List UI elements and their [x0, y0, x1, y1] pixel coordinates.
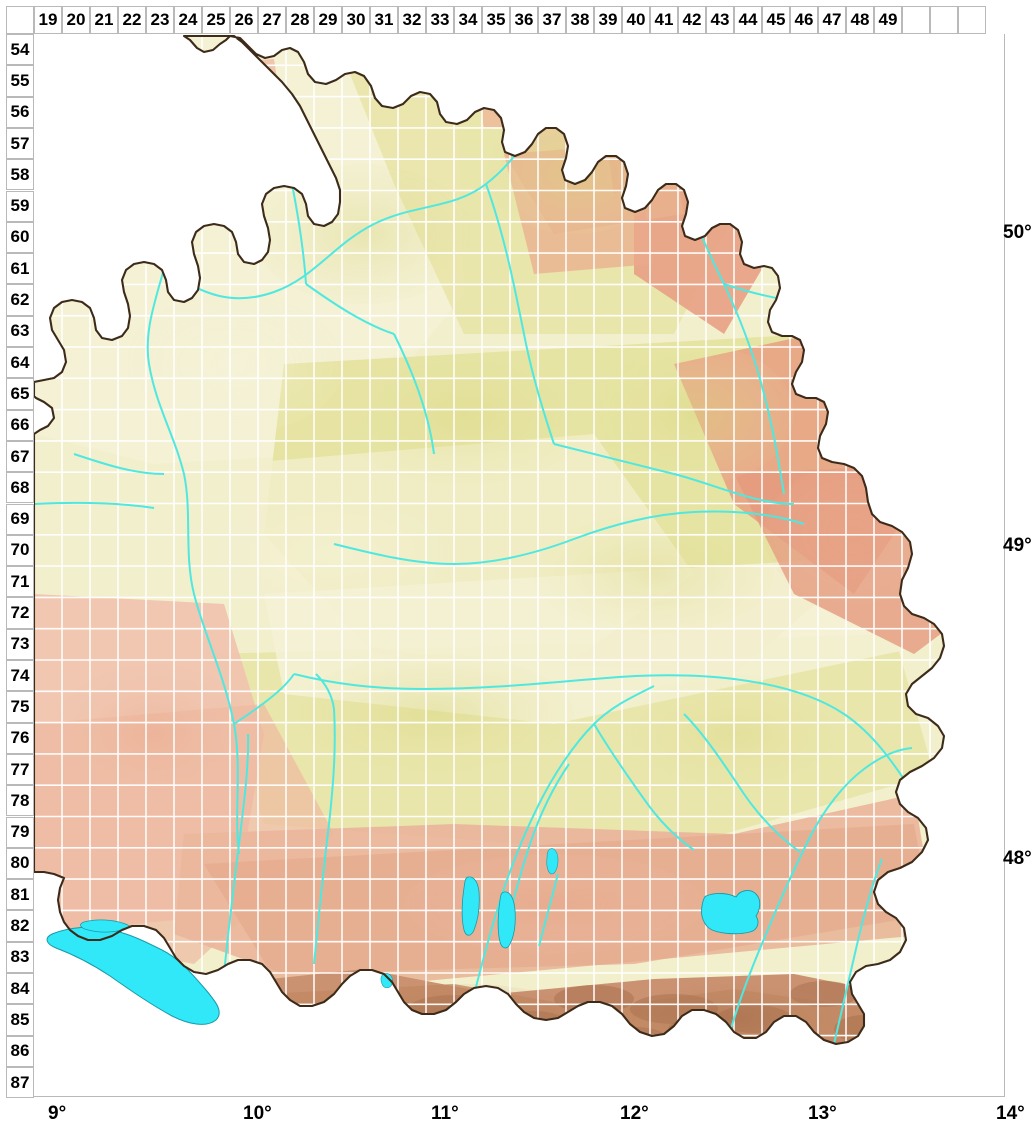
- grid-frame: 19 20 21 22 23 24 25 26 27 28 29 30 31 32 33 34 35 36 37 38…: [6, 6, 1006, 1099]
- row-header-77[interactable]: 77: [6, 753, 34, 786]
- row-header-74[interactable]: 74: [6, 660, 34, 692]
- map-canvas[interactable]: [34, 34, 1005, 1097]
- column-header-28[interactable]: 28: [286, 6, 314, 34]
- longitude-label-2: 11°: [431, 1103, 459, 1124]
- column-header-41[interactable]: 41: [650, 6, 678, 34]
- column-header-blank: [958, 6, 986, 34]
- column-header-25[interactable]: 25: [202, 6, 230, 34]
- row-header-66[interactable]: 66: [6, 409, 34, 441]
- longitude-label-5: 14°: [996, 1103, 1025, 1124]
- row-header-58[interactable]: 58: [6, 159, 34, 191]
- column-header-39[interactable]: 39: [594, 6, 622, 34]
- row-header-85[interactable]: 85: [6, 1004, 34, 1036]
- column-header-44[interactable]: 44: [734, 6, 762, 34]
- column-header-19[interactable]: 19: [34, 6, 62, 34]
- longitude-label-4: 13°: [808, 1103, 837, 1124]
- row-header-65[interactable]: 65: [6, 378, 34, 410]
- row-header-87[interactable]: 87: [6, 1066, 34, 1099]
- column-header-49[interactable]: 49: [874, 6, 902, 34]
- longitude-label-1: 10°: [243, 1103, 272, 1124]
- column-header-26[interactable]: 26: [230, 6, 258, 34]
- row-header-63[interactable]: 63: [6, 315, 34, 347]
- walchensee: [546, 848, 559, 875]
- column-header-blank: [902, 6, 930, 34]
- row-header-82[interactable]: 82: [6, 910, 34, 942]
- column-header-24[interactable]: 24: [174, 6, 202, 34]
- column-header-22[interactable]: 22: [118, 6, 146, 34]
- column-header-20[interactable]: 20: [62, 6, 90, 34]
- lake-constance: [46, 926, 220, 1025]
- row-header-57[interactable]: 57: [6, 127, 34, 160]
- row-header-81[interactable]: 81: [6, 879, 34, 911]
- row-header-67[interactable]: 67: [6, 440, 34, 473]
- column-header-46[interactable]: 46: [790, 6, 818, 34]
- column-header-40[interactable]: 40: [622, 6, 650, 34]
- latitude-label-2: 48°: [1003, 848, 1032, 869]
- column-header-42[interactable]: 42: [678, 6, 706, 34]
- longitude-label-3: 12°: [620, 1103, 649, 1124]
- starnberger-see: [497, 891, 516, 949]
- row-header-78[interactable]: 78: [6, 785, 34, 817]
- row-header-64[interactable]: 64: [6, 347, 34, 379]
- column-header-30[interactable]: 30: [342, 6, 370, 34]
- row-header-55[interactable]: 55: [6, 65, 34, 97]
- column-header-45[interactable]: 45: [762, 6, 790, 34]
- grid-corner-cell: [6, 6, 34, 34]
- row-header-86[interactable]: 86: [6, 1035, 34, 1067]
- row-header-68[interactable]: 68: [6, 472, 34, 504]
- topographic-map: [34, 34, 1004, 1096]
- column-header-27[interactable]: 27: [258, 6, 286, 34]
- row-header-75[interactable]: 75: [6, 691, 34, 723]
- column-header-blank: [930, 6, 958, 34]
- column-header-48[interactable]: 48: [846, 6, 874, 34]
- lake-layer: [46, 848, 761, 1025]
- column-header-35[interactable]: 35: [482, 6, 510, 34]
- row-header-54[interactable]: 54: [6, 34, 34, 66]
- row-header-79[interactable]: 79: [6, 816, 34, 848]
- chiemsee: [701, 890, 761, 935]
- column-header-43[interactable]: 43: [706, 6, 734, 34]
- row-header-61[interactable]: 61: [6, 253, 34, 285]
- row-header-84[interactable]: 84: [6, 973, 34, 1005]
- latitude-label-1: 49°: [1003, 535, 1032, 556]
- latitude-label-0: 50°: [1003, 222, 1032, 243]
- row-header-76[interactable]: 76: [6, 722, 34, 754]
- row-header-70[interactable]: 70: [6, 534, 34, 567]
- row-header-72[interactable]: 72: [6, 597, 34, 629]
- row-header-73[interactable]: 73: [6, 628, 34, 660]
- column-header-33[interactable]: 33: [426, 6, 454, 34]
- ammersee: [461, 876, 480, 936]
- column-header-36[interactable]: 36: [510, 6, 538, 34]
- column-header-32[interactable]: 32: [398, 6, 426, 34]
- row-header-56[interactable]: 56: [6, 96, 34, 128]
- column-header-21[interactable]: 21: [90, 6, 118, 34]
- row-header-60[interactable]: 60: [6, 221, 34, 254]
- longitude-label-0: 9°: [48, 1103, 67, 1124]
- column-header-34[interactable]: 34: [454, 6, 482, 34]
- row-header-83[interactable]: 83: [6, 941, 34, 973]
- row-header-80[interactable]: 80: [6, 847, 34, 880]
- column-header-29[interactable]: 29: [314, 6, 342, 34]
- column-header-37[interactable]: 37: [538, 6, 566, 34]
- row-header-71[interactable]: 71: [6, 566, 34, 598]
- forggensee: [380, 973, 393, 989]
- column-header-23[interactable]: 23: [146, 6, 174, 34]
- column-header-38[interactable]: 38: [566, 6, 594, 34]
- column-header-47[interactable]: 47: [818, 6, 846, 34]
- row-header-69[interactable]: 69: [6, 503, 34, 535]
- bavaria-border: [34, 34, 946, 1046]
- column-header-31[interactable]: 31: [370, 6, 398, 34]
- row-header-62[interactable]: 62: [6, 284, 34, 316]
- row-header-59[interactable]: 59: [6, 190, 34, 222]
